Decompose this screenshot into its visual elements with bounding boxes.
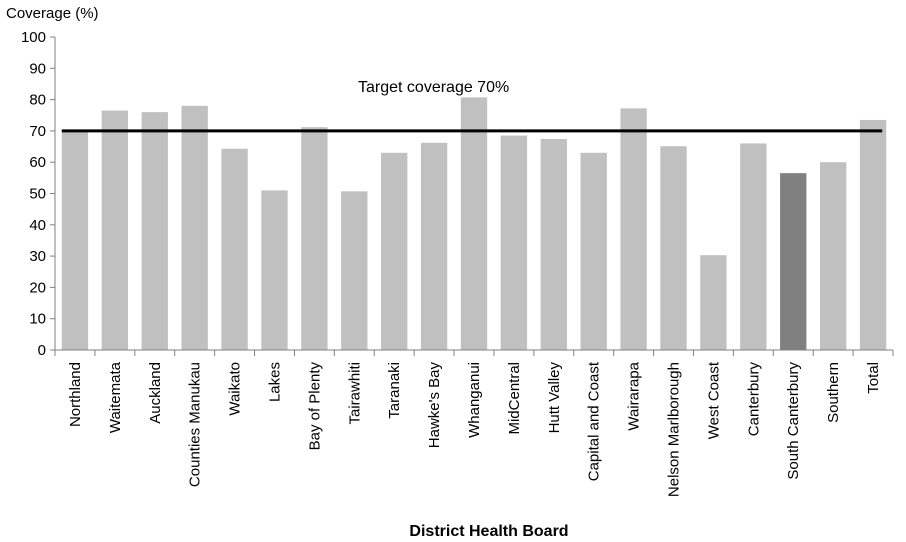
category-label: Nelson Marlborough	[666, 362, 683, 497]
category-label: Northland	[67, 362, 84, 427]
y-tick-label: 40	[29, 217, 46, 234]
bar	[700, 255, 727, 350]
category-label: Hutt Valley	[546, 362, 563, 434]
bars	[61, 97, 887, 351]
y-tick-label: 10	[29, 311, 46, 328]
y-tick-label: 70	[29, 123, 46, 140]
bar	[819, 162, 847, 350]
category-label: South Canterbury	[785, 362, 802, 480]
category-labels: Northland Waitemata Auckland Counties Manuk…	[67, 361, 882, 497]
bar	[460, 97, 488, 350]
bar	[341, 191, 368, 350]
bar	[181, 105, 208, 350]
category-label: Auckland	[147, 362, 164, 424]
target-label: Target coverage 70%	[358, 79, 509, 96]
x-axis-label: District Health Board	[409, 523, 568, 540]
category-label: Bay of Plenty	[306, 362, 323, 451]
category-label: Capital and Coast	[586, 361, 603, 481]
bar	[660, 146, 687, 350]
y-tick-label: 30	[29, 248, 46, 265]
y-tick-label: 50	[29, 186, 46, 203]
category-label: Taranaki	[386, 362, 403, 419]
category-label: MidCentral	[506, 362, 523, 435]
bar	[261, 190, 288, 350]
y-tick-label: 80	[29, 92, 46, 109]
bar	[221, 148, 248, 350]
category-label: Tairawhiti	[346, 362, 363, 425]
bar	[740, 143, 767, 350]
bar	[620, 108, 647, 350]
y-axis-ticks: 0 10 20 30 40 50 60 70 80 90 100	[21, 29, 55, 359]
bar	[580, 152, 607, 350]
bar	[381, 152, 408, 350]
x-axis-ticks	[54, 350, 894, 356]
bar	[859, 119, 887, 350]
y-tick-label: 100	[21, 29, 46, 46]
category-label: Lakes	[266, 362, 283, 402]
y-axis-label: Coverage (%)	[6, 5, 99, 22]
category-label: Hawke's Bay	[426, 362, 443, 449]
category-label: Wairarapa	[626, 361, 643, 430]
bar	[301, 127, 328, 350]
category-label: Waikato	[227, 362, 244, 416]
y-tick-label: 60	[29, 154, 46, 171]
bar	[500, 135, 528, 350]
y-tick-label: 90	[29, 60, 46, 77]
category-label: Counties Manukau	[187, 362, 204, 487]
bar	[540, 139, 567, 350]
category-label: Canterbury	[745, 362, 762, 437]
category-label: Waitemata	[107, 361, 124, 433]
category-label: Total	[865, 362, 882, 394]
bar	[780, 173, 807, 350]
bar	[420, 142, 448, 350]
bar	[61, 130, 89, 350]
bar	[141, 112, 168, 351]
y-tick-label: 0	[38, 342, 46, 359]
category-label: Whanganui	[466, 362, 483, 438]
bar	[101, 110, 129, 351]
y-tick-label: 20	[29, 279, 46, 296]
category-label: Southern	[825, 362, 842, 423]
category-label: West Coast	[705, 361, 722, 439]
